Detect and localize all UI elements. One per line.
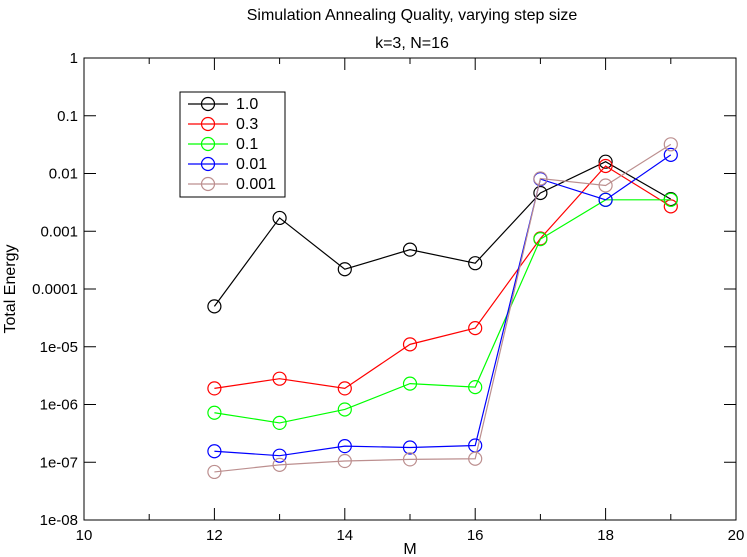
legend-marker-1.0: [200, 96, 216, 112]
x-tick-label: 16: [467, 527, 484, 544]
data-point-0.001-19: [663, 137, 678, 152]
legend-label-0.1: 0.1: [236, 136, 258, 153]
data-point-0.001-18: [598, 178, 613, 193]
y-tick-label: 0.1: [57, 108, 78, 125]
legend-marker-0.3: [200, 116, 216, 132]
y-tick-label: 0.0001: [32, 281, 78, 298]
data-point-0.01-19: [663, 147, 678, 162]
series-line-0.1: [214, 199, 671, 424]
legend-label-0.001: 0.001: [236, 176, 276, 193]
y-tick-label: 1e-08: [40, 512, 78, 529]
data-point-1.0-12: [207, 299, 222, 314]
data-point-1.0-15: [402, 242, 418, 257]
x-tick-label: 14: [336, 527, 353, 544]
y-tick-label: 0.01: [49, 166, 78, 183]
data-point-0.1-16: [468, 380, 483, 395]
series-line-0.001: [214, 143, 672, 473]
chart-title: Simulation Annealing Quality, varying st…: [247, 7, 578, 24]
data-point-0.001-17: [533, 171, 548, 186]
data-point-0.3-15: [402, 337, 418, 352]
data-point-0.1-17: [533, 232, 548, 247]
data-point-0.1-15: [402, 376, 418, 391]
data-point-0.001-15: [402, 452, 418, 467]
x-tick-label: 12: [206, 527, 223, 544]
legend-label-0.3: 0.3: [236, 116, 258, 133]
series-line-0.01: [214, 154, 672, 457]
data-point-1.0-18: [598, 154, 613, 169]
data-point-1.0-14: [337, 262, 352, 277]
series-line-0.3: [214, 165, 672, 390]
data-point-1.0-16: [468, 256, 483, 271]
data-point-0.01-13: [272, 448, 287, 463]
data-point-0.1-13: [272, 415, 287, 431]
series-line-1.0: [213, 161, 672, 307]
legend-label-1.0: 1.0: [236, 96, 258, 113]
y-tick-label: 1e-05: [40, 339, 78, 356]
data-point-0.001-16: [468, 451, 483, 466]
x-axis-label: M: [403, 541, 416, 557]
y-tick-label: 1e-07: [40, 454, 78, 471]
data-point-1.0-13: [272, 210, 287, 226]
legend-marker-0.001: [200, 176, 216, 192]
data-point-0.3-13: [272, 371, 287, 386]
data-point-0.001-14: [337, 453, 352, 469]
chart-subtitle: k=3, N=16: [375, 35, 449, 52]
data-point-0.001-13: [272, 457, 287, 472]
series-layer: [207, 137, 678, 480]
legend: 1.0 0.3 0.1 0.01 0.001: [179, 91, 286, 198]
data-point-0.3-12: [207, 381, 222, 396]
data-point-0.01-15: [402, 440, 418, 455]
data-point-0.01-12: [207, 444, 222, 459]
legend-marker-0.01: [200, 156, 216, 172]
data-point-0.01-14: [337, 439, 352, 454]
data-point-1.0-17: [533, 185, 548, 201]
data-point-0.3-14: [337, 381, 352, 396]
data-point-0.3-16: [468, 321, 483, 336]
y-tick-label: 1e-06: [40, 397, 78, 414]
data-point-0.3-18: [598, 158, 613, 174]
y-tick-label: 0.001: [40, 223, 78, 240]
data-point-0.01-18: [598, 192, 613, 207]
x-tick-label: 20: [728, 527, 745, 544]
y-axis-label: Total Energy: [2, 245, 19, 334]
legend-label-0.01: 0.01: [236, 156, 267, 173]
legend-marker-0.1: [200, 136, 216, 152]
data-point-0.001-12: [207, 464, 222, 480]
x-axis: 10 12 14 16 18 20: [76, 58, 745, 544]
data-point-0.1-14: [337, 402, 352, 417]
data-point-0.1-12: [207, 405, 222, 420]
y-tick-label: 1: [70, 50, 78, 67]
x-tick-label: 10: [76, 527, 93, 544]
y-axis: 1e-08 1e-07 1e-06 1e-05 0.0001 0.001 0.01 0.1 1: [32, 50, 736, 529]
x-tick-label: 18: [597, 527, 614, 544]
data-point-0.1-19: [663, 192, 678, 207]
